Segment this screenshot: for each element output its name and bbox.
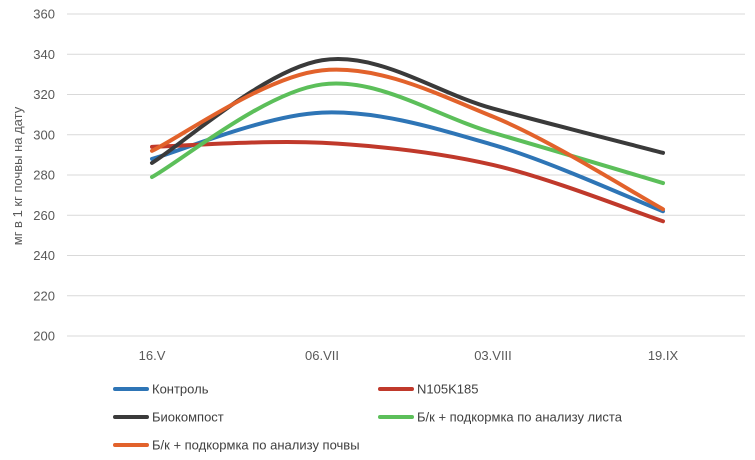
series-line-2 [150,57,665,165]
x-axis-ticks: 16.V 06.VII 03.VIII 19.IX [139,348,679,363]
x-tick-label: 06.VII [305,348,339,363]
y-tick-label: 240 [33,248,55,263]
legend-item: Б/к + подкормка по анализу почвы [113,438,360,453]
x-tick-label: 16.V [139,348,166,363]
series-line-0 [150,110,665,214]
x-tick-label: 03.VIII [474,348,512,363]
legend-label: Контроль [152,382,209,397]
y-tick-label: 260 [33,208,55,223]
y-tick-label: 320 [33,87,55,102]
legend-item: Б/к + подкормка по анализу листа [378,410,623,425]
legend-label: Б/к + подкормка по анализу почвы [152,438,360,453]
series-line-4 [150,67,665,212]
legend-item: N105K185 [378,382,478,397]
series-line-3 [150,81,665,186]
legend: Контроль N105K185 Биокомпост Б/к + подкормк… [113,382,623,453]
y-tick-label: 200 [33,329,55,344]
series-lines [150,57,665,224]
y-tick-label: 280 [33,168,55,183]
series-line-1 [150,140,665,224]
y-tick-label: 360 [33,7,55,22]
y-axis-label: мг в 1 кг почвы на дату [10,106,25,245]
legend-item: Контроль [113,382,209,397]
grid [67,13,745,337]
y-tick-label: 340 [33,47,55,62]
legend-label: Биокомпост [152,410,224,425]
legend-item: Биокомпост [113,410,224,425]
y-tick-label: 300 [33,127,55,142]
legend-label: Б/к + подкормка по анализу листа [417,410,623,425]
legend-label: N105K185 [417,382,478,397]
y-tick-label: 220 [33,288,55,303]
x-tick-label: 19.IX [648,348,679,363]
y-axis-ticks: 200 220 240 260 280 300 320 340 360 [33,7,55,344]
